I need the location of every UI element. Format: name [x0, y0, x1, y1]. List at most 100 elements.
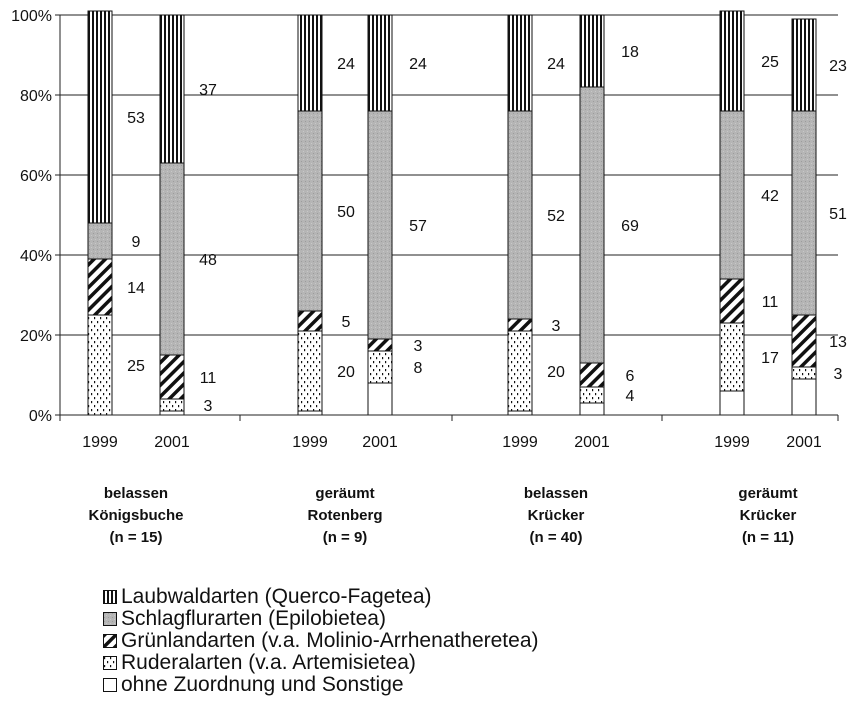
- bar-segment-gruenland: [159, 354, 185, 400]
- legend-item-schlagflur: Schlagflurarten (Epilobietea): [103, 608, 539, 630]
- bar-segment-schlagflur: [367, 110, 393, 340]
- legend-swatch-ruderal: [103, 656, 117, 670]
- bar-segment-schlagflur: [87, 222, 113, 260]
- data-label-ruderal: 17: [761, 350, 779, 367]
- bar-segment-schlagflur: [579, 86, 605, 364]
- data-label-gruenland: 3: [414, 338, 423, 355]
- legend-item-sonstige: ohne Zuordnung und Sonstige: [103, 674, 539, 696]
- group-label-line: geräumt: [738, 485, 797, 502]
- legend-label: Ruderalarten (v.a. Artemisietea): [121, 651, 416, 674]
- group-label-line: Königsbuche: [88, 507, 183, 524]
- bar-segment-schlagflur: [507, 110, 533, 320]
- legend-label: Laubwaldarten (Querco-Fagetea): [121, 585, 432, 608]
- data-label-schlagflur: 69: [621, 218, 639, 235]
- bar-segment-ruderal: [159, 398, 185, 412]
- legend-label: Schlagflurarten (Epilobietea): [121, 607, 386, 630]
- bar-segment-gruenland: [507, 318, 533, 332]
- bar-segment-ruderal: [367, 350, 393, 384]
- bar-segment-laubwald: [367, 14, 393, 112]
- bar-segment-sonstige: [297, 410, 323, 416]
- bar-segment-laubwald: [719, 10, 745, 112]
- bar-segment-ruderal: [297, 330, 323, 412]
- bar-segment-laubwald: [791, 18, 817, 112]
- bar-segment-schlagflur: [791, 110, 817, 316]
- bar-segment-sonstige: [719, 390, 745, 416]
- data-label-ruderal: 25: [127, 358, 145, 375]
- group-label-line: (n = 11): [742, 529, 794, 546]
- group-label-line: Krücker: [740, 507, 797, 524]
- bar-segment-sonstige: [367, 382, 393, 416]
- bar-segment-sonstige: [507, 410, 533, 416]
- bar-segment-laubwald: [507, 14, 533, 112]
- legend-swatch-schlagflur: [103, 612, 117, 626]
- data-label-schlagflur: 50: [337, 204, 355, 221]
- data-label-laubwald: 23: [829, 58, 847, 75]
- bar-segment-gruenland: [791, 314, 817, 368]
- legend-item-laubwald: Laubwaldarten (Querco-Fagetea): [103, 586, 539, 608]
- bar-segment-ruderal: [507, 330, 533, 412]
- data-label-ruderal: 4: [626, 388, 635, 405]
- legend-item-gruenland: Grünlandarten (v.a. Molinio-Arrhenathere…: [103, 630, 539, 652]
- legend: Laubwaldarten (Querco-Fagetea) Schlagflur…: [103, 586, 539, 696]
- data-label-gruenland: 3: [552, 318, 561, 335]
- group-label-line: (n = 40): [530, 529, 583, 546]
- group-label-line: geräumt: [315, 485, 374, 502]
- data-label-laubwald: 24: [547, 56, 565, 73]
- group-label-line: belassen: [104, 485, 168, 502]
- bar-segment-schlagflur: [159, 162, 185, 356]
- bar-segment-ruderal: [719, 322, 745, 392]
- bar-segment-sonstige: [791, 378, 817, 416]
- y-tick-label: 60%: [20, 168, 52, 185]
- x-tick-label: 2001: [574, 434, 610, 451]
- data-label-ruderal: 3: [204, 398, 213, 415]
- bar-segment-laubwald: [297, 14, 323, 112]
- y-tick-label: 100%: [11, 8, 52, 25]
- data-label-ruderal: 8: [414, 360, 423, 377]
- legend-swatch-sonstige: [103, 678, 117, 692]
- data-label-schlagflur: 9: [132, 234, 141, 251]
- group-label-line: (n = 9): [323, 529, 368, 546]
- data-label-laubwald: 24: [409, 56, 427, 73]
- data-label-schlagflur: 52: [547, 208, 565, 225]
- data-label-gruenland: 11: [762, 294, 779, 311]
- legend-swatch-gruenland: [103, 634, 117, 648]
- data-label-laubwald: 18: [621, 44, 639, 61]
- bar-segment-sonstige: [159, 410, 185, 416]
- axes: 0% 20% 40% 60% 80% 100% 1999 2001 1999 2001 1999 20…: [11, 8, 839, 546]
- bar-segment-ruderal: [579, 386, 605, 404]
- bar-segment-schlagflur: [719, 110, 745, 280]
- y-tick-label: 40%: [20, 248, 52, 265]
- data-label-laubwald: 25: [761, 54, 779, 71]
- legend-label: ohne Zuordnung und Sonstige: [121, 673, 404, 696]
- data-label-schlagflur: 42: [761, 188, 779, 205]
- data-label-gruenland: 14: [127, 280, 145, 297]
- legend-label: Grünlandarten (v.a. Molinio-Arrhenathere…: [121, 629, 539, 652]
- bar-segment-gruenland: [367, 338, 393, 352]
- group-label-line: Rotenberg: [308, 507, 383, 524]
- bar-segment-laubwald: [87, 10, 113, 224]
- bar-segment-schlagflur: [297, 110, 323, 312]
- data-labels: 25 14 9 53 3 11 48 37 20 5 50 24 8 3 57 24 20 3 52 24 4 6 69 18…: [127, 44, 847, 415]
- bar-segment-laubwald: [579, 14, 605, 88]
- bar-segment-sonstige: [579, 402, 605, 416]
- x-tick-label: 1999: [292, 434, 328, 451]
- x-tick-label: 1999: [714, 434, 750, 451]
- bars: [87, 10, 817, 416]
- x-tick-label: 2001: [154, 434, 190, 451]
- y-tick-label: 20%: [20, 328, 52, 345]
- data-label-gruenland: 6: [626, 368, 635, 385]
- bar-segment-ruderal: [87, 314, 113, 416]
- x-tick-label: 1999: [82, 434, 118, 451]
- data-label-gruenland: 5: [342, 314, 351, 331]
- legend-item-ruderal: Ruderalarten (v.a. Artemisietea): [103, 652, 539, 674]
- data-label-laubwald: 24: [337, 56, 355, 73]
- bar-segment-gruenland: [297, 310, 323, 332]
- y-tick-label: 80%: [20, 88, 52, 105]
- data-label-schlagflur: 57: [409, 218, 427, 235]
- data-label-schlagflur: 51: [829, 206, 847, 223]
- data-label-ruderal: 3: [834, 366, 843, 383]
- group-label-line: Krücker: [528, 507, 585, 524]
- bar-segment-ruderal: [791, 366, 817, 380]
- data-label-laubwald: 53: [127, 110, 145, 127]
- group-label-line: belassen: [524, 485, 588, 502]
